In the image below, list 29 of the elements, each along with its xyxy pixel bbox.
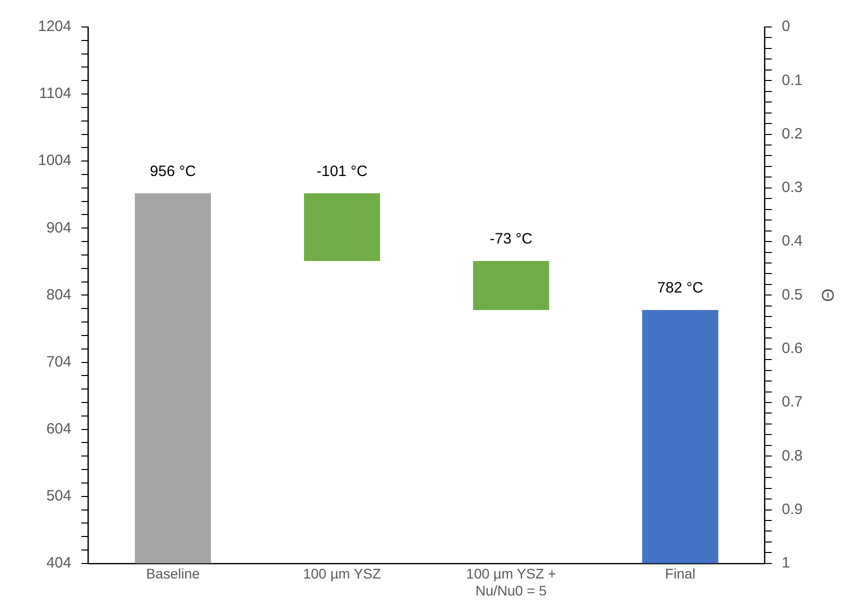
- y2-tick-label: 0: [782, 18, 790, 36]
- y2-tick-label: 0.1: [782, 72, 803, 89]
- x-tick-label: Baseline: [146, 566, 200, 582]
- data-label: -101 °C: [316, 162, 368, 180]
- y-tick-label: 404: [46, 554, 72, 572]
- y2-tick-label: 0.6: [782, 340, 803, 357]
- x-tick-label: 100 µm YSZ + Nu/Nu0 = 5: [466, 566, 556, 598]
- y-tick-label: 704: [46, 353, 72, 370]
- y2-tick-label: 0.5: [782, 286, 803, 304]
- y2-tick-label: 1: [782, 554, 790, 572]
- y-tick-label: 504: [46, 487, 72, 504]
- y-tick-label: 604: [46, 420, 72, 438]
- data-label: -73 °C: [490, 230, 533, 248]
- y-tick-label: 904: [46, 219, 72, 236]
- y2-tick-label: 0.7: [782, 394, 803, 411]
- y2-tick-label: 0.4: [782, 232, 803, 250]
- y2-tick-label: 0.2: [782, 125, 803, 142]
- data-label: 782 °C: [657, 280, 704, 297]
- y2-tick-label: 0.9: [782, 500, 803, 518]
- y2-axis-title: Θ: [818, 288, 838, 302]
- x-tick-label: Final: [665, 566, 696, 582]
- y2-tick-label: 0.8: [782, 447, 803, 464]
- y-tick-label: 1104: [39, 85, 72, 102]
- y-tick-label: 1204: [38, 18, 72, 36]
- y2-tick-label: 0.3: [782, 179, 803, 196]
- data-label: 956 °C: [150, 162, 196, 180]
- y-tick-label: 804: [46, 286, 72, 304]
- y-tick-label: 1004: [38, 152, 72, 170]
- x-tick-label: 100 µm YSZ: [303, 566, 382, 582]
